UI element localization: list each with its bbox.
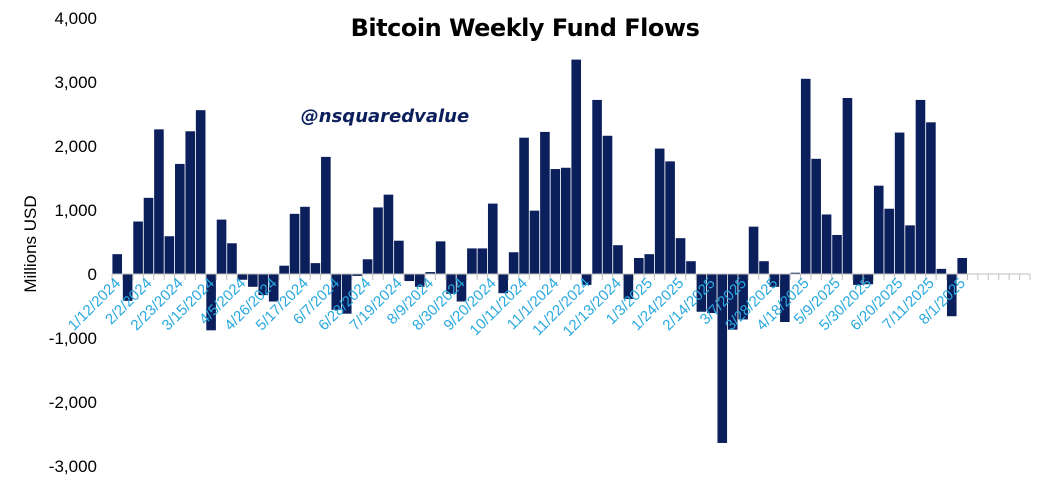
bar — [300, 206, 310, 274]
bar — [258, 274, 269, 296]
bar — [842, 98, 853, 274]
y-tick-label: 2,000 — [54, 137, 97, 156]
bar — [446, 274, 456, 294]
bar — [894, 132, 905, 274]
bar — [926, 122, 936, 274]
bar — [154, 129, 164, 274]
bar — [331, 274, 342, 310]
watermark-handle: @nsquaredvalue — [301, 106, 469, 127]
y-axis-label: Millions USD — [21, 195, 40, 292]
bar — [321, 156, 331, 274]
bar — [394, 240, 404, 274]
bar — [727, 274, 738, 330]
bar — [581, 274, 592, 285]
bar — [675, 238, 686, 274]
bar — [738, 274, 748, 320]
bar — [164, 236, 175, 274]
bar — [216, 219, 227, 274]
bar — [623, 274, 634, 299]
bar — [268, 274, 279, 302]
bar — [613, 245, 623, 274]
bar — [414, 274, 425, 287]
y-tick-label: 1,000 — [54, 201, 97, 220]
bar — [602, 135, 613, 274]
bar — [195, 110, 206, 274]
x-axis-tick-labels: 1/12/20242/2/20242/23/20243/15/20244/5/2… — [65, 275, 969, 340]
bar — [425, 272, 435, 274]
bar — [508, 252, 519, 274]
bar — [487, 203, 498, 274]
bar — [133, 221, 143, 274]
bar — [717, 274, 728, 443]
y-tick-label: 3,000 — [54, 73, 97, 92]
bar — [592, 99, 602, 274]
bar — [905, 225, 915, 274]
bar — [206, 274, 216, 331]
bar — [498, 274, 508, 294]
bar — [780, 274, 790, 322]
bar — [884, 208, 894, 274]
bar — [112, 254, 123, 274]
bar — [227, 243, 237, 274]
baseline-tick-marks — [111, 274, 1031, 280]
bar — [853, 274, 863, 285]
bar — [383, 194, 394, 274]
bar — [571, 59, 582, 274]
y-tick-label: -3,000 — [49, 457, 97, 476]
bar — [122, 274, 133, 301]
y-tick-label: 0 — [88, 265, 97, 284]
bar — [832, 234, 842, 274]
bar — [686, 261, 696, 274]
bar — [362, 259, 373, 274]
bar — [519, 137, 529, 274]
bar — [665, 161, 675, 274]
bar — [352, 274, 362, 276]
bar — [707, 274, 717, 314]
bar — [540, 131, 550, 274]
bar — [456, 274, 467, 302]
bar — [946, 274, 957, 317]
bar — [373, 207, 383, 274]
bar — [279, 265, 289, 274]
bar — [529, 210, 540, 274]
bar — [634, 258, 644, 274]
bar — [811, 158, 821, 274]
bar — [759, 261, 769, 274]
bar — [143, 197, 154, 274]
bar — [435, 241, 446, 274]
bar — [873, 185, 884, 274]
y-axis-ticks: 4,000 3,000 2,000 1,000 0 -1,000 -2,000 -3,000 — [49, 9, 97, 476]
bar — [654, 148, 665, 274]
bar — [341, 274, 352, 314]
y-tick-label: -2,000 — [49, 393, 97, 412]
bar — [404, 274, 415, 282]
bar — [310, 263, 321, 274]
chart-title: Bitcoin Weekly Fund Flows — [351, 14, 700, 42]
bar — [790, 272, 801, 274]
bar — [560, 167, 571, 274]
bar — [477, 248, 488, 274]
bar — [863, 274, 874, 285]
y-tick-label: -1,000 — [49, 329, 97, 348]
bar — [769, 274, 780, 287]
bar — [467, 248, 477, 274]
bar — [936, 268, 947, 274]
y-tick-label: 4,000 — [54, 9, 97, 28]
bar — [185, 131, 196, 274]
bar — [550, 169, 561, 274]
bar — [237, 274, 248, 280]
bar — [957, 258, 967, 274]
bar — [748, 226, 759, 274]
bar — [644, 254, 655, 274]
bar — [289, 213, 300, 274]
bar — [248, 274, 258, 287]
bar — [175, 163, 185, 274]
bar — [800, 78, 811, 274]
bar — [915, 99, 926, 274]
bar — [821, 214, 832, 274]
bars-group — [112, 59, 967, 443]
bar — [696, 274, 707, 312]
